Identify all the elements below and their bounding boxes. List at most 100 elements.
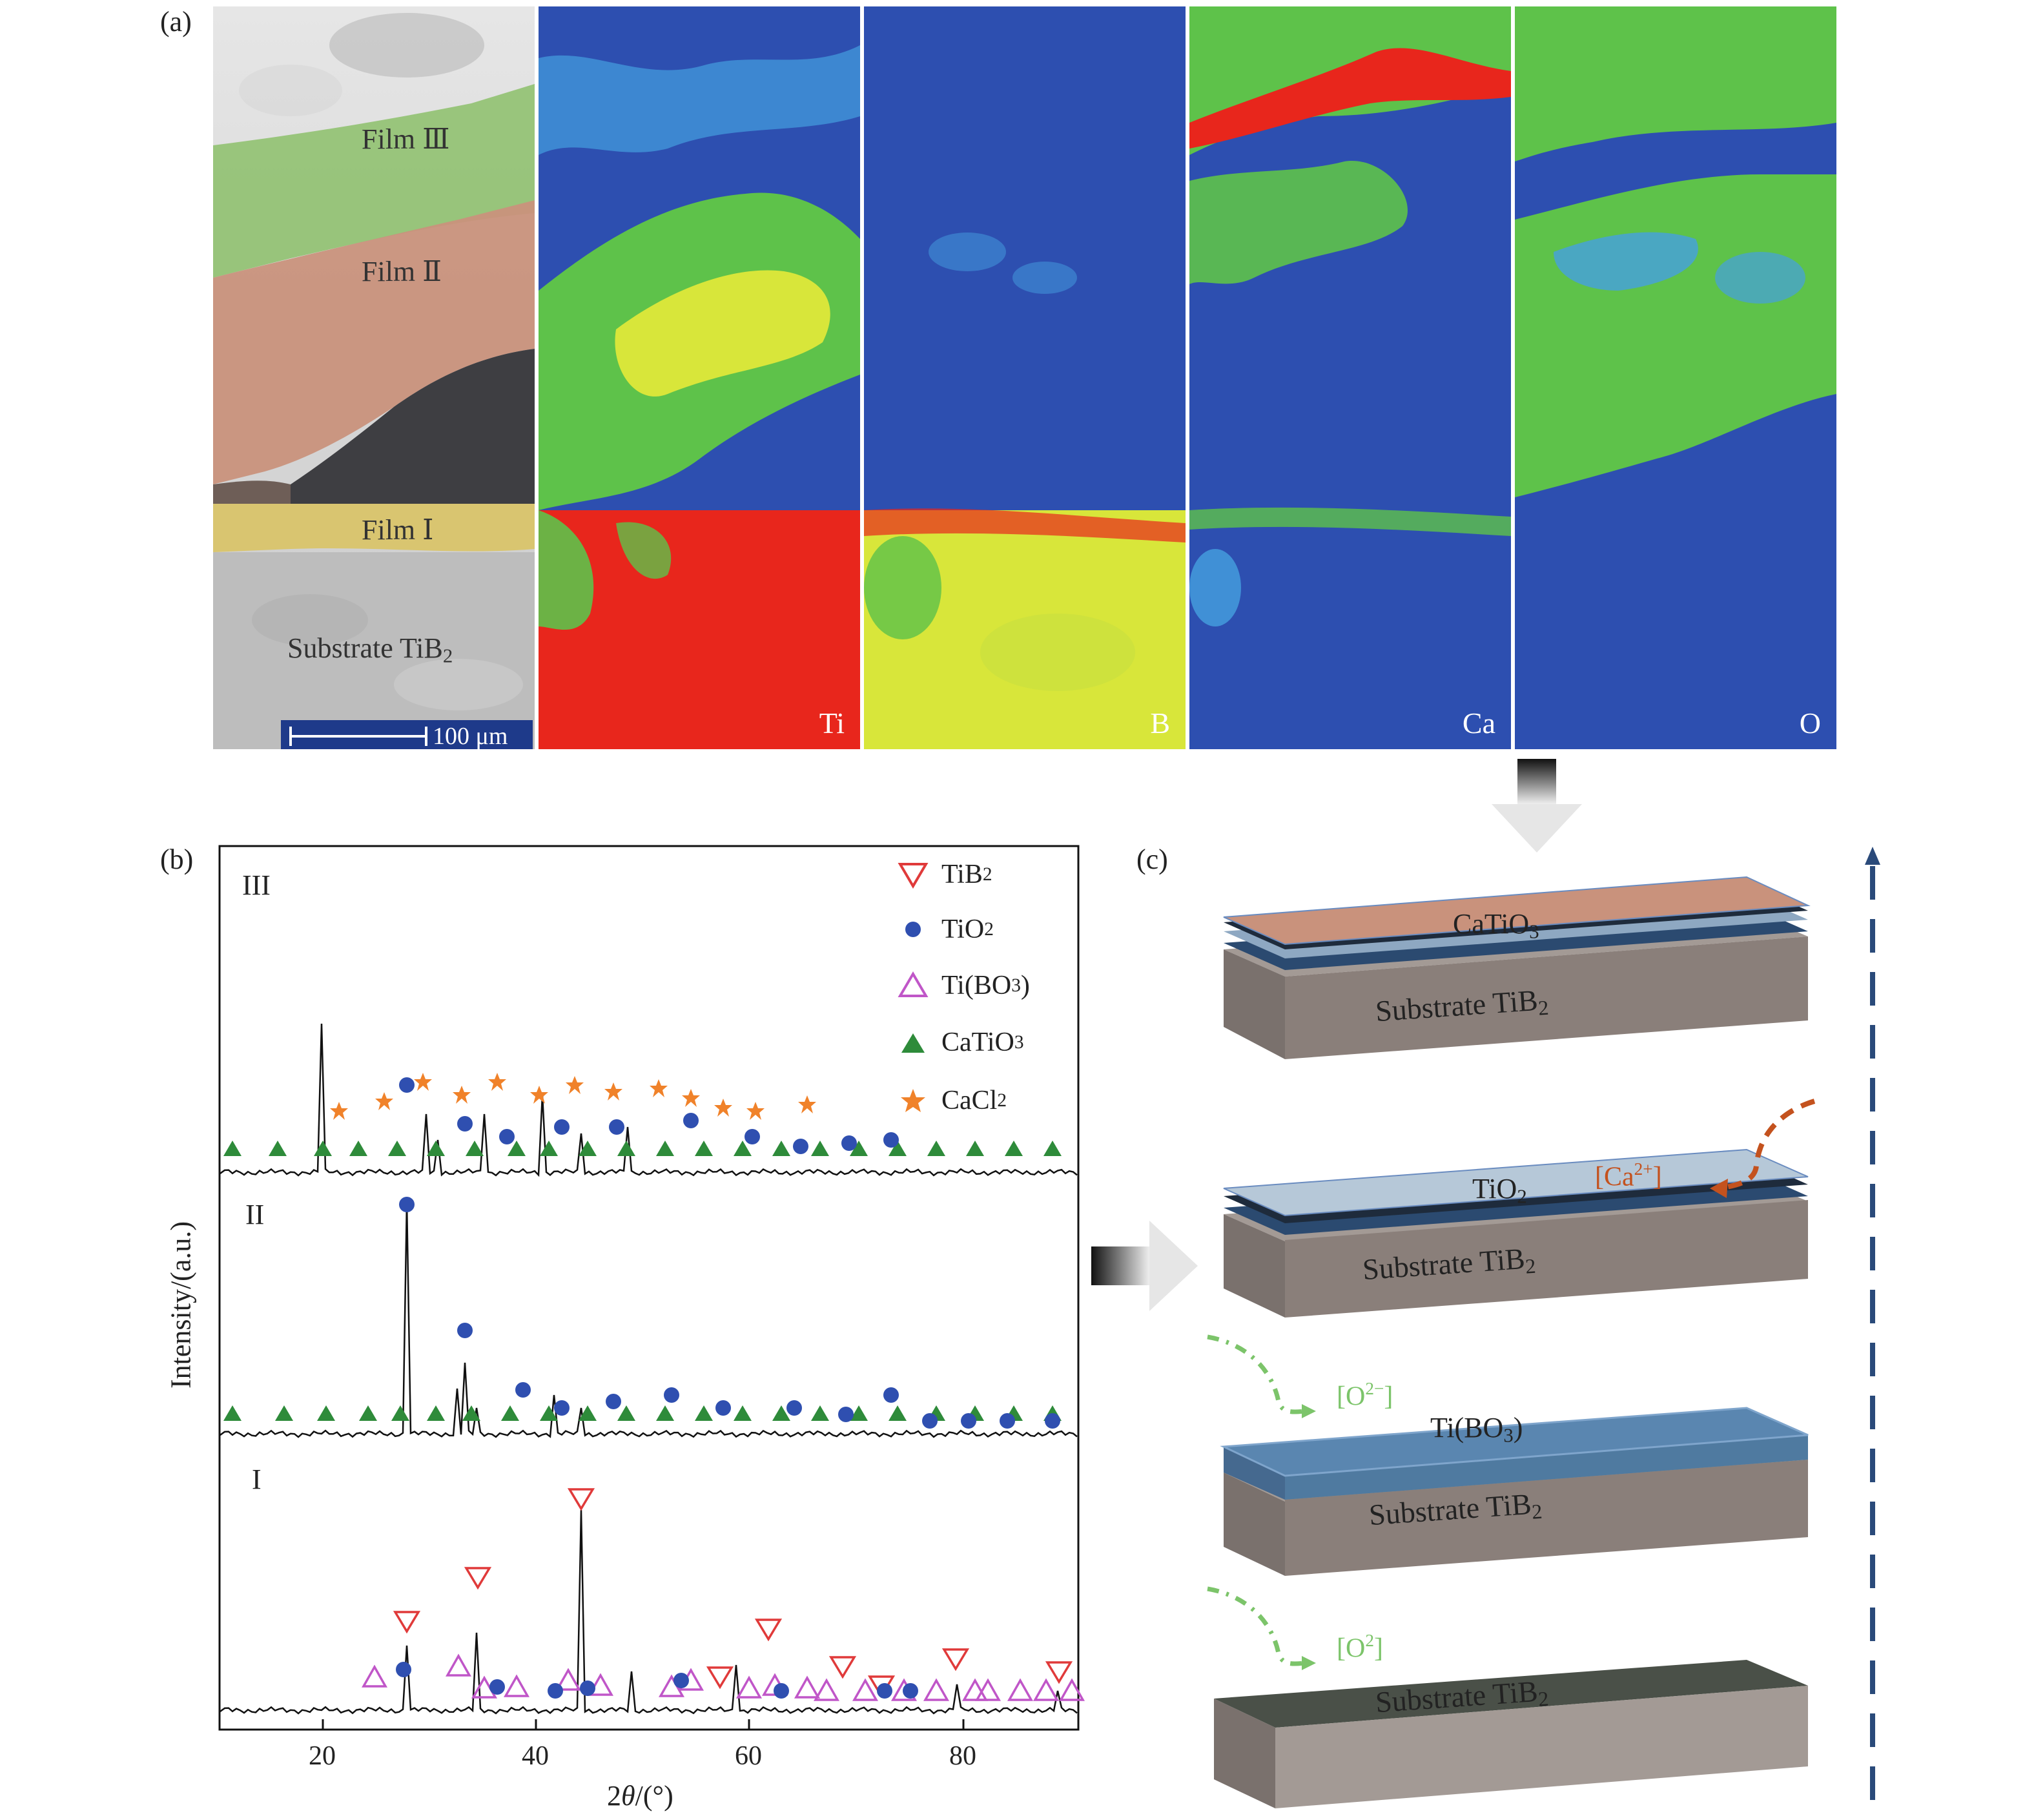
- m3-cacl2-2: [414, 1073, 432, 1091]
- m3-cacl2-12: [798, 1095, 816, 1113]
- map-o-label: O: [1799, 707, 1821, 739]
- m1-tibo3-5: [587, 1673, 614, 1696]
- legend-cacl2-sub: 2: [997, 1090, 1007, 1111]
- ion-o2-sup: 2: [1365, 1631, 1374, 1650]
- panel-a-label: (a): [160, 6, 192, 37]
- tier-label-iii: III: [242, 869, 271, 901]
- m3-tio2-4: [609, 1119, 624, 1135]
- m2-tio2-11: [961, 1413, 976, 1429]
- m3-catio3-16: [850, 1141, 868, 1156]
- film1-region: [213, 504, 535, 552]
- m3-catio3-4: [388, 1141, 406, 1156]
- m3-catio3-5: [427, 1141, 445, 1156]
- m2-catio3-9: [579, 1405, 597, 1421]
- m1-tib2-0: [393, 1611, 421, 1634]
- layer2-top-label: TiO2: [1472, 1172, 1527, 1208]
- m1-tibo3-15: [961, 1678, 989, 1701]
- legend-catio3: CaTiO 3: [898, 1027, 1024, 1058]
- xrd-x-ticks: [322, 1719, 965, 1730]
- xrd-xtick-1: 20: [309, 1741, 336, 1771]
- xrd-xlabel: 2θ/(°): [607, 1779, 673, 1812]
- m1-tio2-6: [877, 1683, 892, 1699]
- m3-catio3-6: [466, 1141, 484, 1156]
- m3-tio2-8: [841, 1135, 857, 1151]
- map-ca: Ca: [1189, 6, 1511, 749]
- m1-tio2-7: [903, 1683, 918, 1699]
- map-ti: Ti: [539, 6, 860, 749]
- map-ti-label: Ti: [819, 707, 845, 739]
- legend-catio3-sub: 3: [1014, 1031, 1024, 1053]
- ion-o2-post: ]: [1373, 1633, 1383, 1664]
- ion-o1-text: [O: [1337, 1381, 1366, 1412]
- tier-label-ii: II: [245, 1199, 265, 1230]
- film3-label: Film Ⅲ: [362, 123, 450, 155]
- m1-tio2-4: [673, 1673, 689, 1688]
- m2-catio3-17: [889, 1405, 907, 1421]
- m3-tio2-9: [883, 1132, 899, 1148]
- film1-label: Film Ⅰ: [362, 514, 434, 546]
- m1-tib2-7: [941, 1648, 970, 1671]
- m3-cacl2-6: [566, 1076, 584, 1094]
- m2-tio2-6: [715, 1400, 731, 1416]
- m2-catio3-8: [540, 1405, 558, 1421]
- map-b: B: [864, 6, 1186, 749]
- legend-cacl2-name: CaCl: [941, 1086, 998, 1115]
- sem-image: Film Ⅲ Film Ⅱ Film Ⅰ Substrate TiB2 100 …: [213, 6, 535, 749]
- m1-tib2-5: [828, 1656, 857, 1679]
- triangle-up-open-icon: [898, 971, 929, 997]
- m1-tibo3-3: [503, 1674, 530, 1697]
- m3-catio3-3: [349, 1141, 367, 1156]
- film2-label: Film Ⅱ: [362, 256, 442, 287]
- layer3-top-label: Ti(BO3): [1430, 1411, 1523, 1447]
- m1-tib2-1: [464, 1567, 492, 1590]
- m3-cacl2-9: [682, 1089, 700, 1107]
- substrate-label: Substrate TiB2: [287, 632, 453, 668]
- m2-catio3-16: [850, 1405, 868, 1421]
- m1-tibo3-16: [974, 1678, 1002, 1701]
- m3-catio3-2: [314, 1141, 332, 1156]
- m2-catio3-11: [656, 1405, 674, 1421]
- xrd-frame: [218, 845, 1080, 1731]
- legend-tibo3-sub: 3: [1011, 975, 1021, 996]
- triangle-down-open-icon: [898, 863, 929, 889]
- m2-tio2-9: [883, 1387, 899, 1403]
- ion-o2-text: [O: [1337, 1633, 1366, 1664]
- m2-tio2-2: [515, 1382, 531, 1398]
- m2-tio2-7: [786, 1400, 802, 1416]
- m1-tibo3-12: [852, 1678, 879, 1701]
- m3-tio2-1: [457, 1116, 473, 1132]
- trace-i: [220, 1509, 1078, 1715]
- scale-bar-label: 100 μm: [433, 723, 508, 749]
- ion-ca-post: ]: [1652, 1162, 1662, 1192]
- m2-catio3-14: [772, 1405, 790, 1421]
- map-ca-label: Ca: [1462, 707, 1495, 739]
- m3-catio3-18: [927, 1141, 945, 1156]
- m2-catio3-15: [811, 1405, 829, 1421]
- m3-catio3-17: [889, 1141, 907, 1156]
- m2-tio2-1: [457, 1323, 473, 1338]
- layer3-top-sub: 3: [1503, 1424, 1514, 1447]
- legend-tio2: TiO 2: [898, 914, 994, 945]
- m2-catio3-0: [223, 1405, 241, 1421]
- panel-b-label: (b): [160, 843, 194, 875]
- m1-tibo3-8: [735, 1675, 763, 1699]
- legend-cacl2: CaCl 2: [898, 1085, 1007, 1116]
- m3-catio3-13: [734, 1141, 752, 1156]
- m2-catio3-6: [462, 1405, 480, 1421]
- m3-tio2-3: [554, 1119, 570, 1135]
- substrate-text: Substrate TiB: [287, 632, 443, 664]
- layer1-top-label: CaTiO3: [1453, 907, 1539, 944]
- legend-tio2-name: TiO: [941, 915, 985, 944]
- m2-catio3-10: [617, 1405, 635, 1421]
- scale-bar-box: [281, 720, 533, 749]
- layer-block-substrate: [1214, 1660, 1808, 1808]
- m1-tibo3-11: [813, 1678, 840, 1701]
- m1-tibo3-19: [1058, 1678, 1085, 1701]
- layer1-top-text: CaTiO: [1453, 908, 1530, 940]
- m1-tio2-3: [580, 1680, 595, 1696]
- m3-cacl2-11: [746, 1102, 765, 1120]
- m3-catio3-0: [223, 1141, 241, 1156]
- m2-catio3-4: [391, 1405, 409, 1421]
- m2-tio2-8: [838, 1407, 854, 1422]
- xrd-xtick-3: 60: [735, 1741, 762, 1771]
